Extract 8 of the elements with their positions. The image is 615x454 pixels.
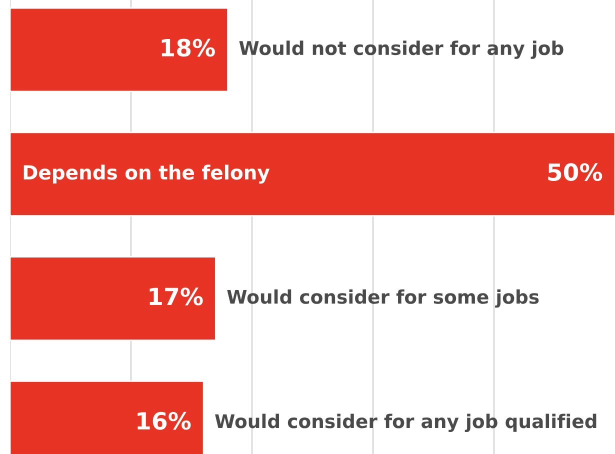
data-label: 16% (138, 412, 191, 430)
y-tick-label: Would consider for some jobs (227, 289, 539, 308)
data-label: 50% (548, 163, 602, 181)
y-tick-label: Would not consider for any job (239, 40, 564, 59)
y-tick-label: Depends on the felony (24, 164, 270, 184)
data-label: 18% (162, 38, 215, 57)
data-label: 17% (150, 288, 203, 306)
y-tick-label: Would consider for any job qualified (215, 414, 596, 432)
